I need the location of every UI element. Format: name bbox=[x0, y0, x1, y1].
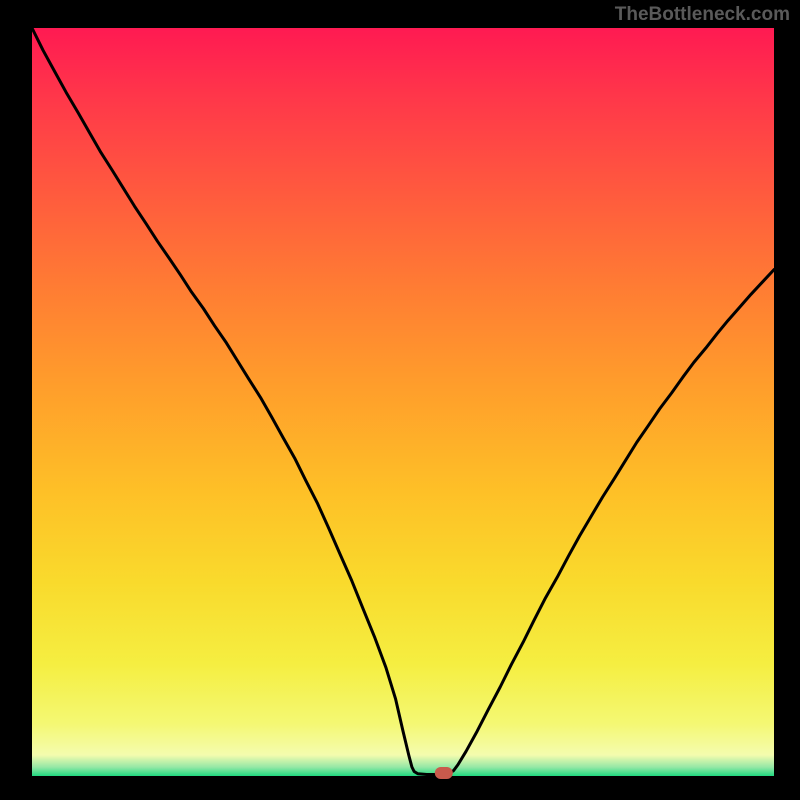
chart-svg bbox=[0, 0, 800, 800]
plot-area bbox=[32, 28, 774, 776]
attribution-label: TheBottleneck.com bbox=[615, 4, 790, 26]
minimum-marker bbox=[435, 767, 453, 779]
